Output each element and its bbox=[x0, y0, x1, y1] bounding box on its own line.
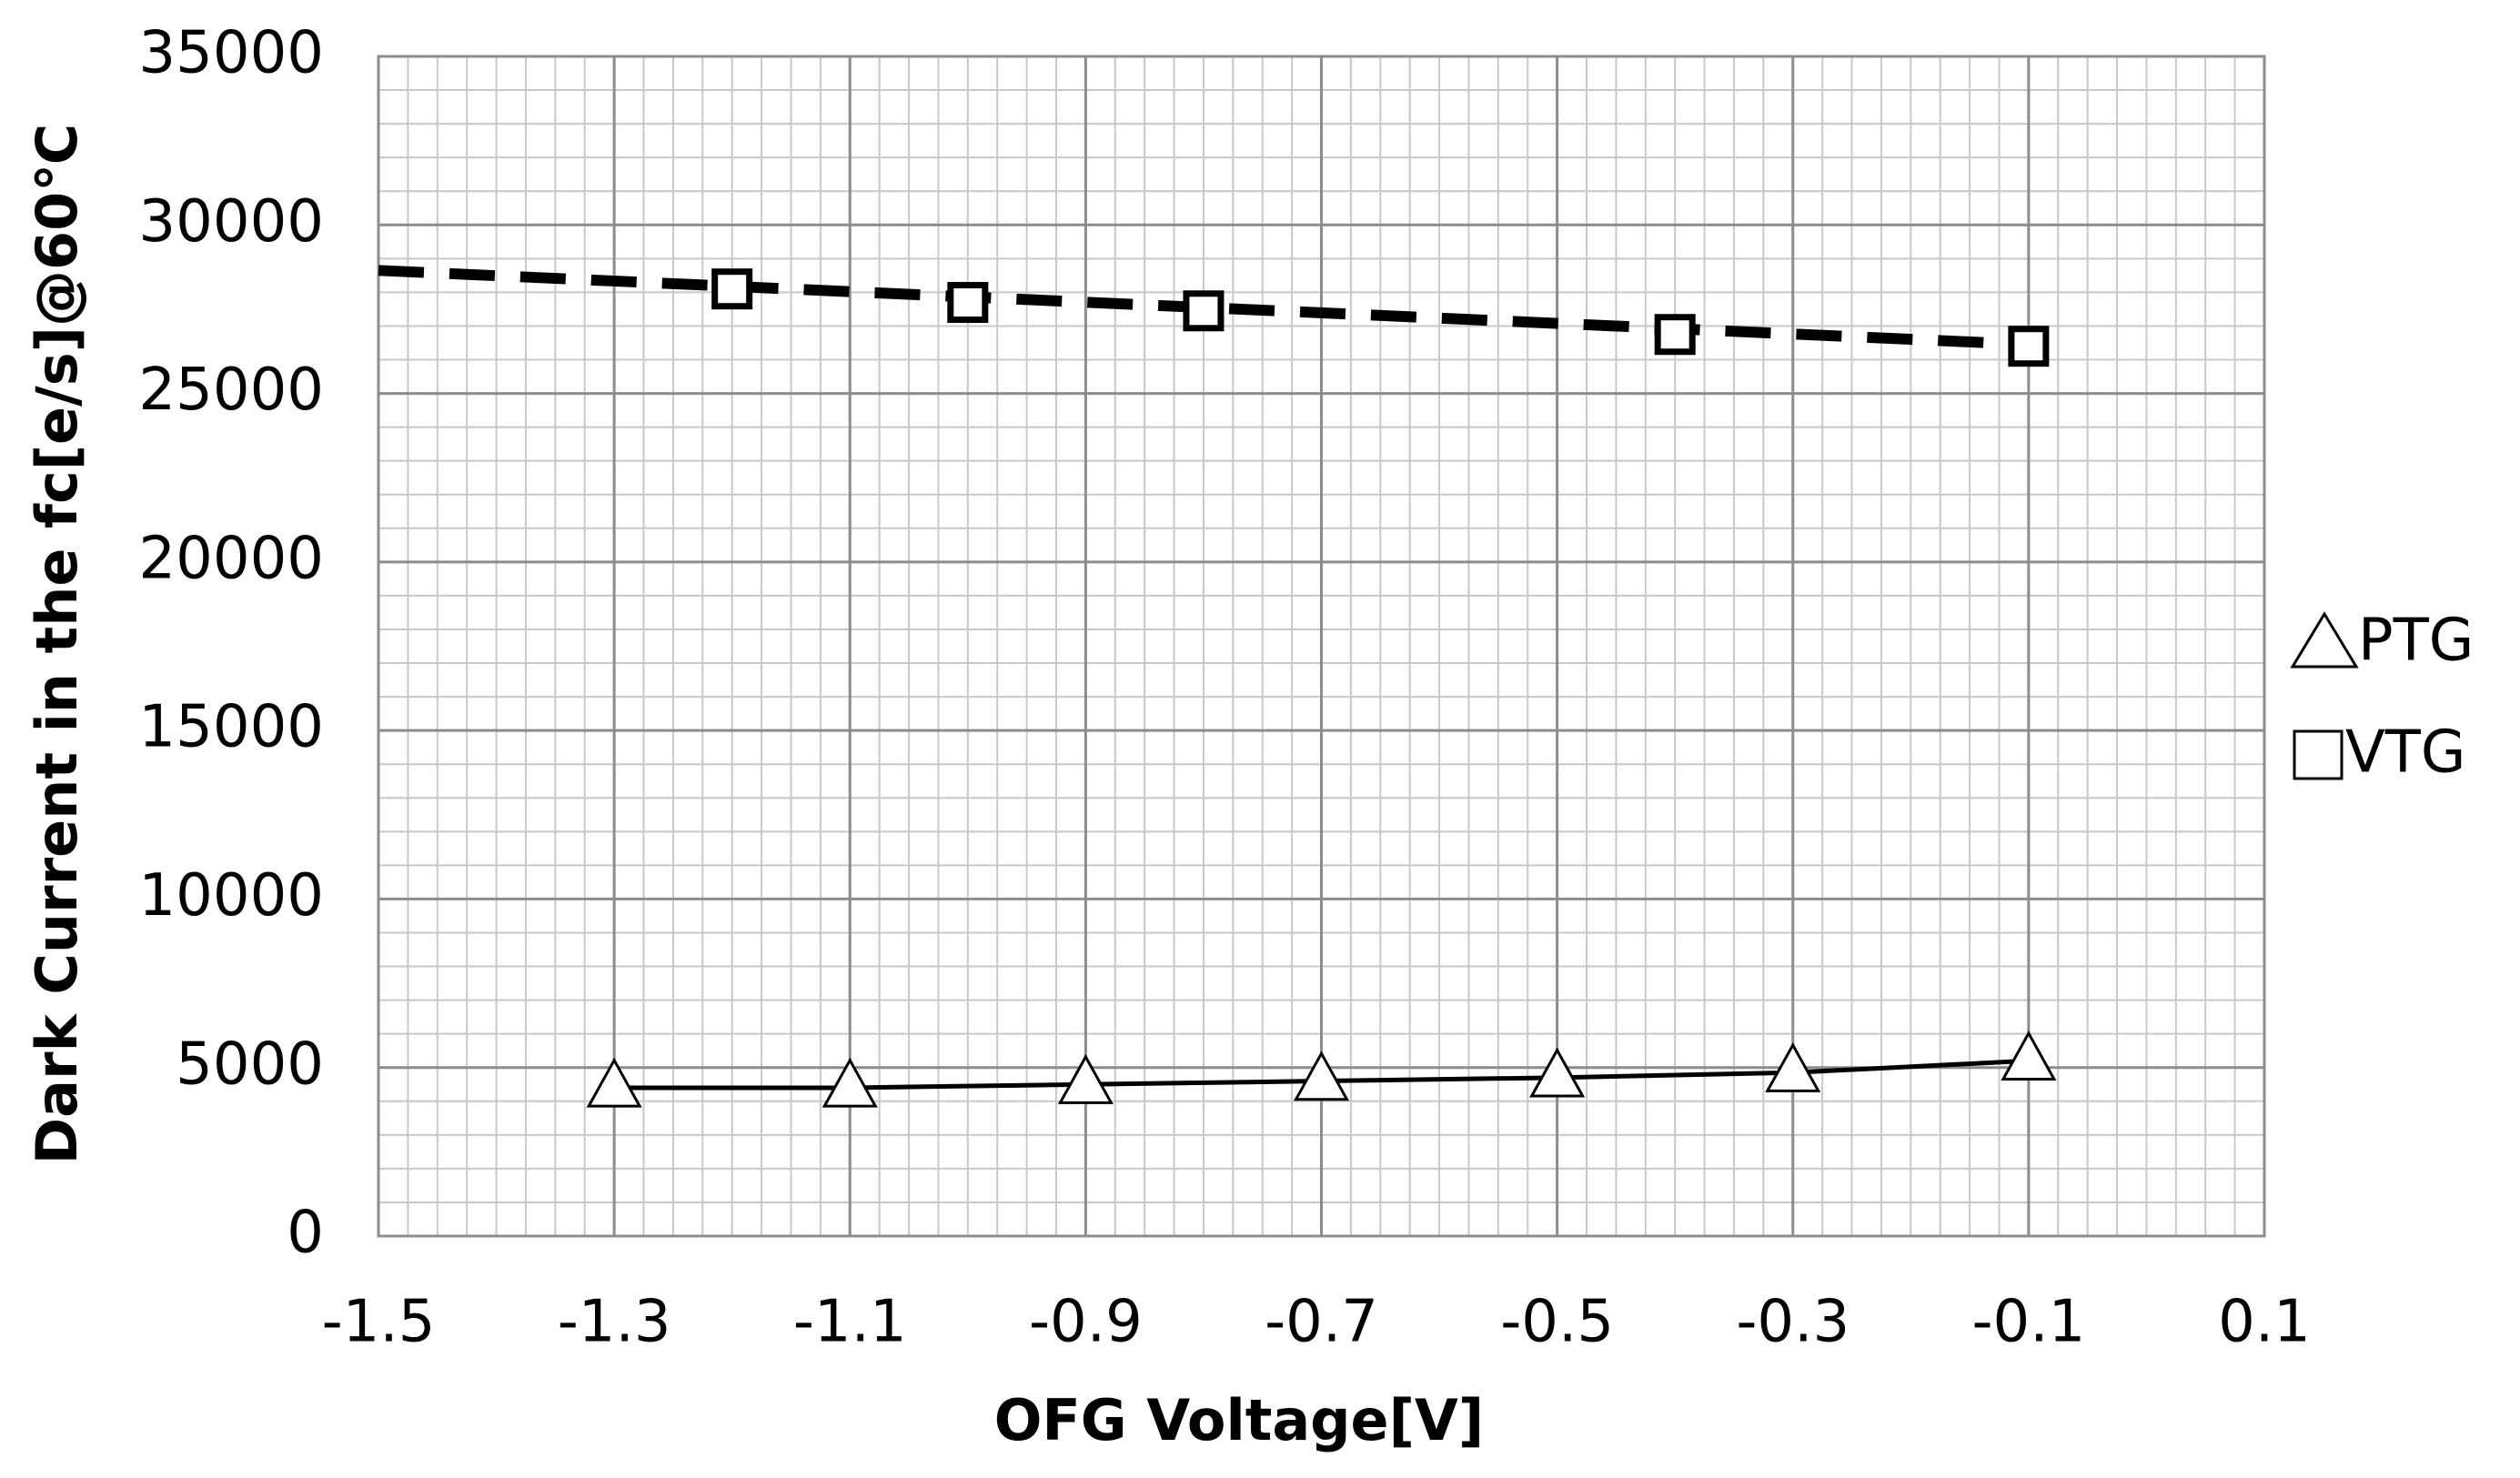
x-tick-label: -0.3 bbox=[1736, 1289, 1850, 1356]
x-tick-label: -1.3 bbox=[558, 1289, 671, 1356]
y-tick-label: 10000 bbox=[138, 862, 324, 930]
y-axis-title: Dark Current in the fc[e/s]@60℃ bbox=[24, 124, 90, 1165]
x-tick-label: 0.1 bbox=[2218, 1289, 2311, 1356]
triangle-marker bbox=[822, 1057, 878, 1108]
y-tick-label: 30000 bbox=[138, 188, 324, 256]
x-tick-label: -0.7 bbox=[1265, 1289, 1378, 1356]
x-tick-label: -0.1 bbox=[1971, 1289, 2085, 1356]
square-marker bbox=[1183, 290, 1225, 332]
y-tick-label: 5000 bbox=[176, 1031, 324, 1098]
triangle-marker bbox=[2001, 1030, 2057, 1081]
x-axis-title: OFG Voltage[V] bbox=[994, 1387, 1485, 1453]
y-tick-label: 0 bbox=[287, 1200, 324, 1267]
x-tick-label: -1.1 bbox=[793, 1289, 907, 1356]
plot-border bbox=[377, 55, 2266, 1238]
y-tick-label: 25000 bbox=[138, 357, 324, 424]
triangle-marker bbox=[1765, 1041, 1821, 1092]
y-tick-label: 15000 bbox=[138, 694, 324, 761]
y-tick-label: 20000 bbox=[138, 525, 324, 592]
y-tick-label: 35000 bbox=[138, 20, 324, 87]
triangle-marker bbox=[586, 1057, 642, 1108]
x-tick-label: -1.5 bbox=[322, 1289, 436, 1356]
triangle-marker bbox=[1529, 1047, 1586, 1098]
legend-symbol bbox=[2290, 611, 2359, 669]
legend-label: PTG bbox=[2358, 608, 2474, 675]
triangle-marker bbox=[1293, 1051, 1350, 1101]
x-tick-label: -0.5 bbox=[1500, 1289, 1614, 1356]
square-marker bbox=[1654, 314, 1696, 356]
legend-symbol bbox=[2293, 729, 2344, 780]
triangle-marker bbox=[1057, 1053, 1114, 1104]
square-marker bbox=[2008, 326, 2050, 367]
square-marker bbox=[947, 282, 989, 324]
square-marker bbox=[711, 268, 753, 310]
x-tick-label: -0.9 bbox=[1029, 1289, 1143, 1356]
legend-label: VTG bbox=[2345, 719, 2465, 787]
